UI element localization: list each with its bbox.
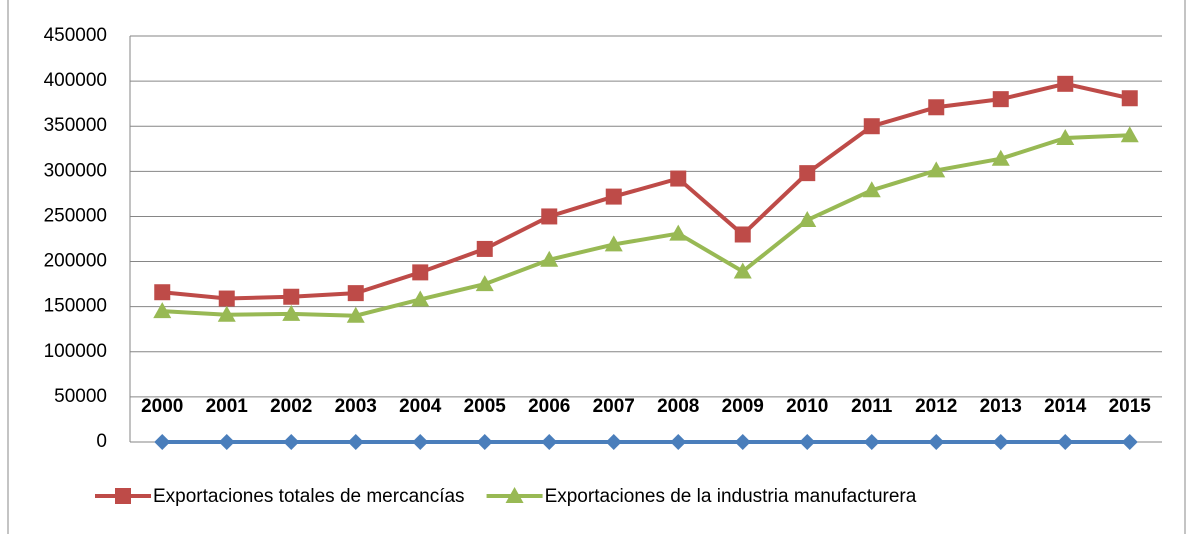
x-tick-label: 2003 <box>335 396 377 417</box>
marker <box>283 434 300 450</box>
marker <box>734 226 751 243</box>
marker <box>1121 90 1138 107</box>
marker <box>991 149 1010 166</box>
marker <box>1057 75 1074 92</box>
marker <box>346 306 365 323</box>
y-tick-label: 100000 <box>44 341 107 362</box>
marker <box>605 434 622 450</box>
x-tick-label: 2015 <box>1109 396 1152 417</box>
y-tick-label: 350000 <box>44 115 107 136</box>
marker <box>154 284 171 301</box>
marker <box>282 304 301 321</box>
legend-label: Exportaciones totales de mercancías <box>153 486 465 507</box>
marker <box>863 434 880 450</box>
marker <box>928 99 945 116</box>
marker <box>605 188 622 205</box>
marker <box>540 250 559 267</box>
marker <box>604 235 623 252</box>
x-tick-label: 2012 <box>915 396 957 417</box>
marker <box>347 434 364 450</box>
marker <box>862 181 881 198</box>
y-tick-label: 50000 <box>54 386 107 407</box>
marker <box>154 434 171 450</box>
y-tick-label: 250000 <box>44 205 107 226</box>
marker <box>218 290 235 307</box>
x-tick-label: 2001 <box>206 396 249 417</box>
marker <box>928 434 945 450</box>
y-tick-label: 450000 <box>44 25 107 46</box>
marker <box>670 170 687 187</box>
marker <box>541 208 558 225</box>
x-tick-label: 2010 <box>786 396 828 417</box>
x-tick-label: 2014 <box>1044 396 1087 417</box>
marker <box>505 487 524 503</box>
x-tick-label: 2009 <box>722 396 764 417</box>
marker <box>1057 434 1074 450</box>
marker <box>734 434 751 450</box>
marker <box>992 434 1009 450</box>
marker <box>476 240 493 257</box>
marker <box>153 302 172 319</box>
y-tick-label: 400000 <box>44 70 107 91</box>
x-tick-label: 2006 <box>528 396 570 417</box>
marker <box>1120 126 1139 143</box>
chart-frame <box>7 0 1186 534</box>
marker <box>669 224 688 241</box>
marker <box>799 434 816 450</box>
marker <box>541 434 558 450</box>
x-tick-label: 2005 <box>464 396 507 417</box>
marker <box>412 264 429 281</box>
y-tick-label: 200000 <box>44 251 107 272</box>
x-tick-label: 2004 <box>399 396 442 417</box>
marker <box>992 91 1009 108</box>
marker <box>347 285 364 302</box>
x-tick-label: 2013 <box>980 396 1022 417</box>
x-tick-label: 2000 <box>141 396 183 417</box>
y-tick-label: 150000 <box>44 296 107 317</box>
marker <box>1121 434 1138 450</box>
marker <box>476 434 493 450</box>
marker <box>733 262 752 279</box>
marker <box>863 118 880 135</box>
marker <box>283 288 300 305</box>
legend-label: Exportaciones de la industria manufactur… <box>545 486 917 507</box>
marker <box>115 488 131 504</box>
x-tick-label: 2011 <box>851 396 893 417</box>
marker <box>412 434 429 450</box>
marker <box>1056 128 1075 145</box>
marker <box>217 305 236 322</box>
x-tick-label: 2002 <box>270 396 312 417</box>
x-tick-label: 2007 <box>593 396 635 417</box>
y-tick-label: 0 <box>96 431 107 452</box>
x-tick-label: 2008 <box>657 396 699 417</box>
marker <box>475 275 494 292</box>
marker <box>670 434 687 450</box>
marker <box>411 290 430 307</box>
marker <box>927 161 946 178</box>
series-line <box>162 133 1130 318</box>
marker <box>798 211 817 228</box>
y-tick-label: 300000 <box>44 160 107 181</box>
marker <box>218 434 235 450</box>
marker <box>799 165 816 182</box>
series-line <box>162 81 1131 301</box>
